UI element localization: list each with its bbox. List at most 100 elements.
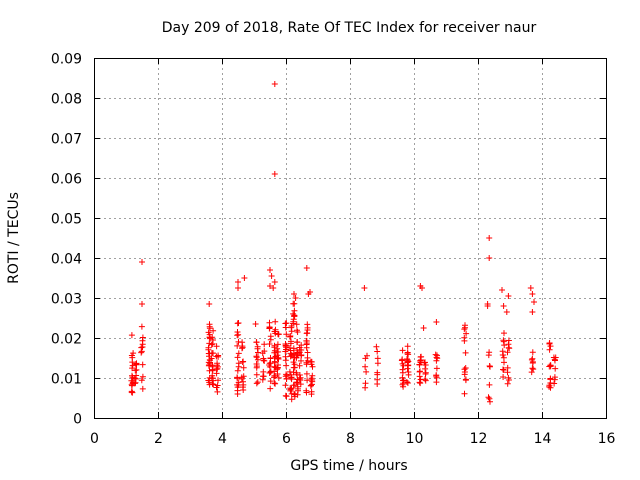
data-point bbox=[303, 370, 310, 377]
data-point bbox=[309, 381, 315, 388]
data-point bbox=[404, 380, 411, 386]
data-point bbox=[374, 381, 381, 387]
data-point bbox=[294, 339, 301, 345]
data-point bbox=[500, 303, 507, 309]
data-point bbox=[501, 359, 507, 366]
data-point bbox=[293, 321, 300, 328]
data-point bbox=[138, 323, 145, 330]
data-point bbox=[486, 363, 493, 369]
axes bbox=[94, 58, 607, 419]
data-point bbox=[210, 327, 217, 334]
data-point bbox=[138, 348, 145, 355]
data-point bbox=[404, 358, 411, 365]
data-point bbox=[253, 339, 260, 346]
data-point bbox=[266, 370, 273, 376]
data-point bbox=[304, 349, 311, 356]
data-point bbox=[296, 362, 303, 369]
data-point bbox=[282, 382, 289, 389]
x-tick-label: 2 bbox=[154, 431, 163, 447]
data-point bbox=[529, 365, 536, 372]
data-point bbox=[283, 393, 290, 400]
data-point bbox=[267, 336, 274, 343]
data-point bbox=[234, 342, 241, 349]
data-point bbox=[499, 287, 505, 293]
data-point bbox=[234, 329, 241, 335]
x-tick-label: 14 bbox=[534, 431, 552, 447]
data-point bbox=[529, 349, 536, 356]
data-point bbox=[282, 342, 289, 349]
data-point bbox=[503, 309, 510, 315]
data-point bbox=[527, 285, 534, 291]
data-point bbox=[462, 349, 469, 356]
data-point bbox=[374, 371, 381, 378]
data-point bbox=[252, 321, 259, 327]
data-point bbox=[133, 372, 140, 379]
data-point bbox=[551, 356, 558, 363]
data-point bbox=[305, 291, 312, 297]
data-point bbox=[486, 255, 493, 261]
data-point bbox=[362, 363, 369, 370]
data-point bbox=[274, 345, 281, 352]
data-point bbox=[131, 375, 138, 382]
data-point bbox=[287, 387, 294, 394]
data-point bbox=[234, 320, 241, 327]
data-point bbox=[261, 341, 268, 348]
data-point bbox=[266, 324, 273, 331]
data-point bbox=[546, 346, 553, 353]
data-point bbox=[504, 349, 511, 356]
data-point bbox=[303, 265, 310, 271]
data-point bbox=[422, 365, 429, 372]
data-point bbox=[501, 330, 507, 337]
data-point bbox=[209, 367, 216, 374]
data-point bbox=[133, 360, 140, 367]
data-point bbox=[419, 285, 425, 291]
x-tick-label: 8 bbox=[346, 431, 355, 447]
data-point bbox=[271, 279, 278, 285]
data-point bbox=[499, 352, 506, 358]
data-point bbox=[214, 365, 221, 372]
data-points bbox=[128, 81, 559, 405]
data-point bbox=[282, 320, 289, 327]
data-point bbox=[209, 372, 216, 379]
data-point bbox=[271, 81, 278, 87]
data-point bbox=[462, 376, 469, 383]
data-point bbox=[433, 373, 440, 380]
data-point bbox=[129, 354, 136, 361]
data-point bbox=[304, 330, 310, 336]
data-point bbox=[295, 385, 301, 392]
data-point bbox=[271, 171, 278, 177]
data-point bbox=[551, 380, 558, 387]
data-point bbox=[234, 384, 241, 391]
data-point bbox=[272, 380, 279, 387]
data-point bbox=[422, 377, 429, 384]
data-point bbox=[422, 376, 429, 383]
data-point bbox=[294, 379, 301, 386]
data-point bbox=[291, 361, 298, 368]
data-point bbox=[504, 364, 511, 371]
data-point bbox=[403, 379, 410, 385]
data-point bbox=[139, 361, 146, 368]
data-point bbox=[139, 334, 146, 341]
data-point bbox=[529, 309, 536, 315]
data-point bbox=[209, 334, 216, 341]
data-point bbox=[235, 285, 241, 291]
data-point bbox=[290, 382, 297, 389]
data-point bbox=[294, 391, 301, 398]
data-point bbox=[546, 363, 553, 370]
data-point bbox=[287, 340, 294, 347]
data-point bbox=[240, 387, 247, 393]
data-point bbox=[267, 360, 274, 367]
data-point bbox=[287, 333, 294, 340]
data-point bbox=[291, 291, 297, 297]
data-point bbox=[304, 321, 311, 328]
data-point bbox=[404, 365, 411, 372]
data-point bbox=[529, 291, 536, 297]
data-point bbox=[253, 361, 260, 367]
data-point bbox=[546, 382, 553, 389]
data-point bbox=[213, 343, 220, 350]
data-point bbox=[373, 343, 380, 350]
data-point bbox=[253, 371, 260, 378]
data-point bbox=[208, 341, 215, 348]
data-point bbox=[287, 353, 294, 360]
data-point bbox=[234, 391, 241, 397]
